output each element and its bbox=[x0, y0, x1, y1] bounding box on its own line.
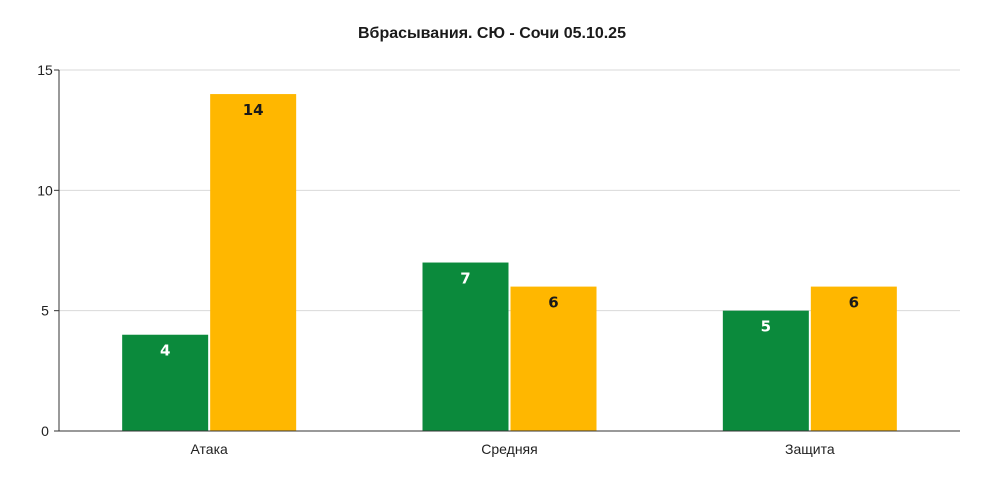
bar bbox=[422, 262, 509, 431]
bar bbox=[510, 286, 597, 431]
data-label: 4 bbox=[160, 342, 170, 360]
data-label: 6 bbox=[849, 294, 859, 312]
data-label: 6 bbox=[548, 294, 558, 312]
data-label: 14 bbox=[243, 101, 264, 119]
data-label: 5 bbox=[761, 318, 771, 336]
bars: 4 14 7 6 5 6 bbox=[122, 94, 897, 432]
x-tick-label: Атака bbox=[191, 441, 229, 457]
data-label: 7 bbox=[460, 270, 470, 288]
bar bbox=[122, 334, 209, 431]
y-tick-label: 10 bbox=[37, 182, 53, 198]
axes: 0 5 10 15 Атака Средняя Защита bbox=[37, 62, 960, 457]
y-tick-label: 0 bbox=[41, 423, 49, 439]
chart-title: Вбрасывания. СЮ - Сочи 05.10.25 bbox=[358, 25, 626, 42]
x-tick-label: Средняя bbox=[481, 441, 537, 457]
grid bbox=[59, 69, 960, 312]
x-tick-label: Защита bbox=[785, 441, 835, 457]
bar bbox=[810, 286, 897, 431]
y-tick-label: 5 bbox=[41, 303, 49, 319]
bar bbox=[210, 94, 297, 432]
bar bbox=[722, 310, 809, 431]
y-tick-label: 15 bbox=[37, 62, 53, 78]
